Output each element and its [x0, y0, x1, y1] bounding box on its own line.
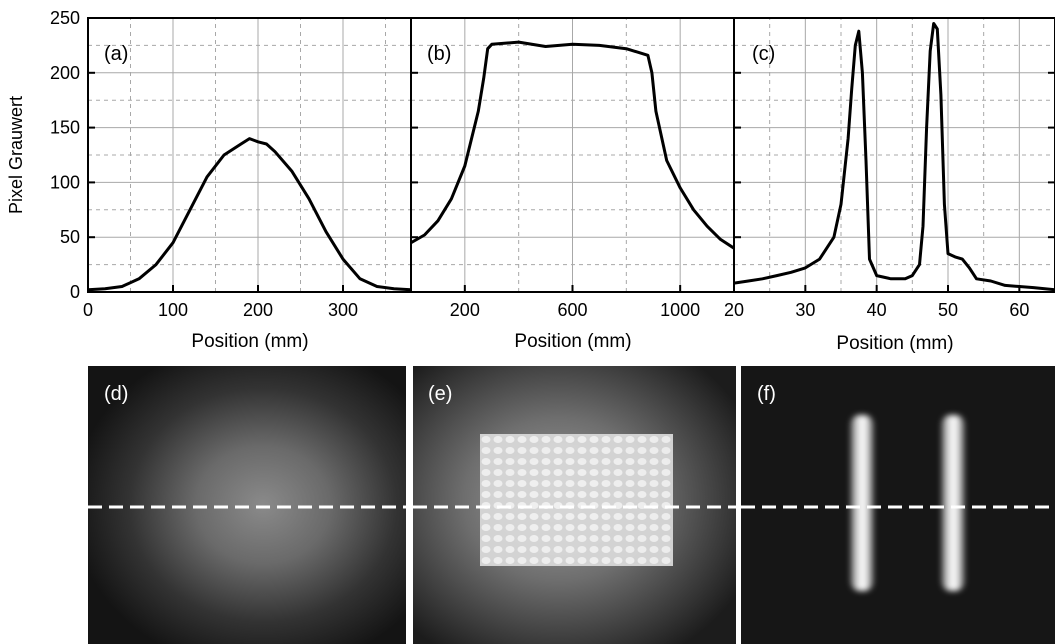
x-tick-label-a: 300: [328, 300, 358, 320]
series-line-b: [411, 40, 734, 250]
image-f-background: [741, 366, 1055, 644]
plot-frame-c: [733, 17, 1055, 293]
image-panel-e: (e): [413, 366, 736, 644]
image-panel-d: (d): [88, 366, 406, 644]
x-tick-label-c: 60: [1009, 300, 1029, 320]
x-axis-label-b: Position (mm): [514, 331, 631, 352]
y-tick-label: 50: [60, 227, 80, 247]
panel-label-e: (e): [428, 383, 452, 405]
x-tick-label-c: 20: [724, 300, 744, 320]
panel-label-d: (d): [104, 383, 128, 405]
image-d-background: [88, 366, 406, 644]
x-tick-label-a: 100: [158, 300, 188, 320]
grid-lines: [88, 18, 1055, 292]
series-line-a: [88, 137, 411, 292]
axis-ticks: 0 50 100 150 200 250 0 100 200 300 200 600 1000 20 30 4…: [50, 8, 1055, 320]
y-tick-label: 250: [50, 8, 80, 28]
data-lines: [88, 22, 1055, 292]
y-tick-label: 100: [50, 172, 80, 192]
x-axis-label-a: Position (mm): [191, 331, 308, 352]
light-bar-right: [941, 415, 965, 591]
x-tick-label-c: 30: [795, 300, 815, 320]
light-bar-left: [850, 415, 874, 591]
x-tick-label-b: 200: [450, 300, 480, 320]
x-axis-label-c: Position (mm): [836, 333, 953, 354]
x-tick-label-a: 0: [83, 300, 93, 320]
panel-label-c: (c): [752, 43, 775, 65]
x-tick-label-c: 50: [938, 300, 958, 320]
x-tick-label-c: 40: [867, 300, 887, 320]
y-axis-label: Pixel Grauwert: [6, 96, 26, 214]
series-line-c: [734, 22, 1055, 292]
y-tick-label: 200: [50, 63, 80, 83]
panel-label-f: (f): [757, 383, 776, 405]
x-tick-label-b: 1000: [660, 300, 700, 320]
y-tick-label: 150: [50, 118, 80, 138]
x-tick-label-a: 200: [243, 300, 273, 320]
y-tick-label: 0: [70, 282, 80, 302]
image-panel-f: (f): [741, 366, 1055, 644]
panel-label-a: (a): [104, 43, 128, 65]
x-tick-label-b: 600: [557, 300, 587, 320]
led-array: [480, 434, 673, 566]
panel-label-b: (b): [427, 43, 451, 65]
